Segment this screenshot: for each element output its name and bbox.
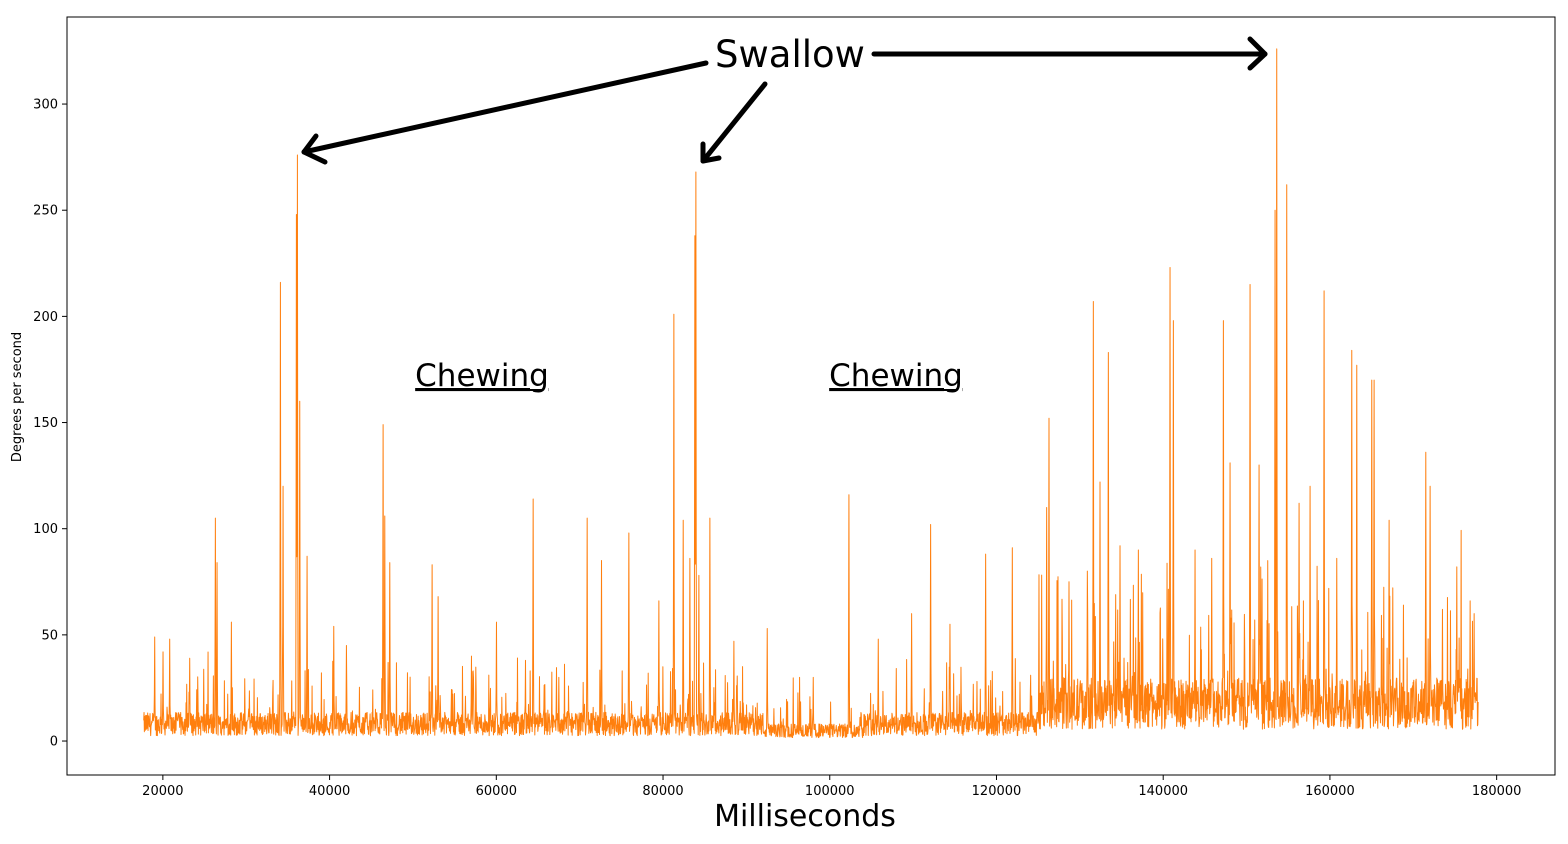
series-line [143,48,1479,739]
x-tick-label: 80000 [642,784,683,799]
x-axis-label: Milliseconds [714,799,896,834]
y-tick-label: 150 [33,416,58,431]
annotation-chewing-2: Chewing [829,358,963,394]
arrow-middle [700,81,768,164]
x-tick-label: 20000 [142,784,183,799]
y-tick-label: 0 [50,735,58,750]
arrow-left [301,60,709,165]
y-axis-label: Degrees per second [10,332,25,462]
plot-frame [66,16,1556,776]
arrow-right [871,36,1268,71]
x-tick-label: 100000 [805,784,855,799]
y-tick-label: 300 [33,98,58,113]
x-axis-ticks: 20000 40000 60000 80000 100000 120000 140000 16… [142,775,1521,799]
x-tick-label: 160000 [1305,784,1355,799]
x-tick-label: 40000 [309,784,350,799]
annotation-swallow: Swallow [715,33,865,76]
x-tick-label: 140000 [1138,784,1188,799]
y-axis-ticks: 0 50 100 150 200 250 300 [33,98,67,750]
y-tick-label: 250 [33,204,58,219]
x-tick-label: 60000 [476,784,517,799]
annotation-chewing-1: Chewing [415,358,549,394]
y-tick-label: 200 [33,310,58,325]
x-tick-label: 120000 [972,784,1022,799]
x-tick-label: 180000 [1472,784,1522,799]
y-tick-label: 50 [41,628,58,643]
y-tick-label: 100 [33,522,58,537]
